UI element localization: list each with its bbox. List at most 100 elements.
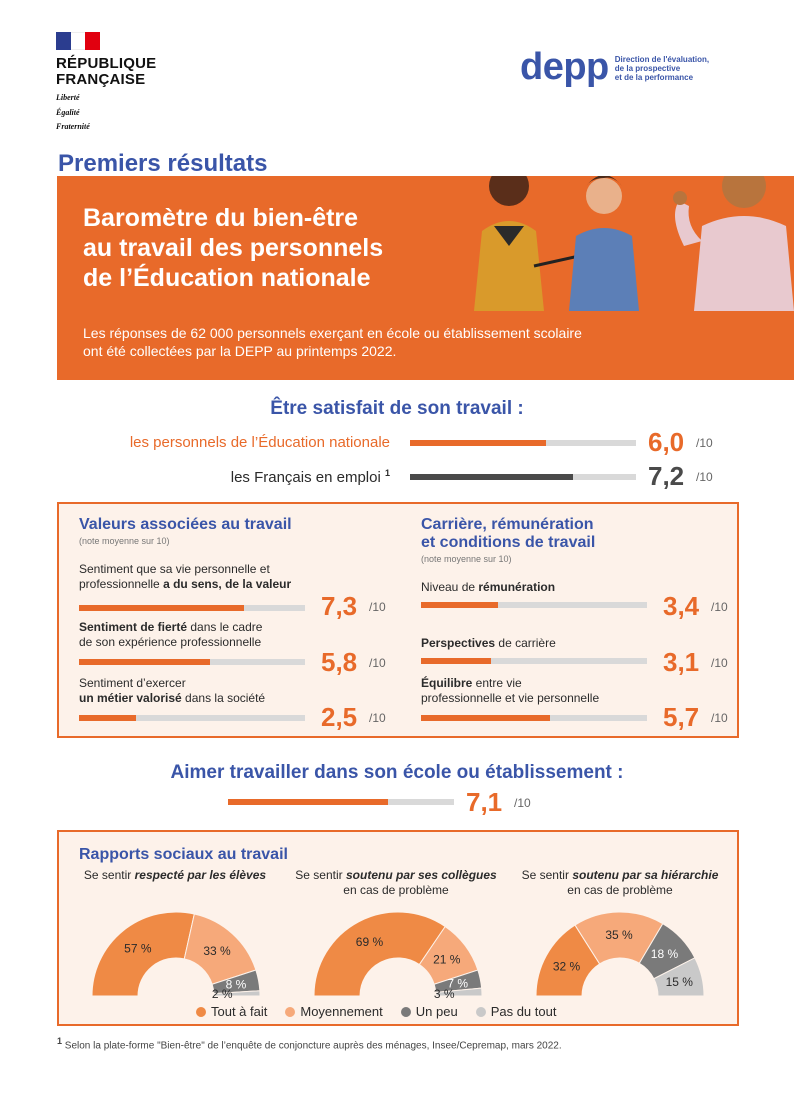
- career-unit-remuneration: /10: [711, 600, 728, 614]
- value-item-fierte: Sentiment de fierté dans le cadre de son…: [79, 620, 359, 650]
- satisfaction-bar-francais: [410, 474, 573, 480]
- banner-title-line-2: au travail des personnels: [83, 234, 384, 262]
- satisfaction-value-francais: 7,2: [648, 461, 685, 491]
- values-box-note: (note moyenne sur 10): [79, 536, 170, 546]
- social-box-title: Rapports sociaux au travail: [79, 846, 288, 863]
- footnote-marker: 1: [384, 468, 390, 478]
- value-bar-valorise: [79, 715, 136, 721]
- donut-label-moyennement: 33 %: [203, 944, 231, 958]
- career-item-equilibre-bold: Équilibre: [421, 676, 473, 690]
- value-number-valorise: 2,5: [321, 702, 358, 732]
- value-bar-fierte: [79, 659, 211, 665]
- legend-label-pas-du-tout: Pas du tout: [490, 1004, 557, 1019]
- value-item-valorise-line-2: un métier valorisé dans la société: [79, 691, 359, 706]
- donut-label-un-peu: 8 %: [226, 978, 247, 992]
- motto-liberte: Liberté: [56, 93, 80, 102]
- school-track: [228, 799, 454, 805]
- values-box-title: Valeurs associées au travail: [79, 516, 292, 533]
- donut-chart-collegues: 69 % 21 % 7 %3 %: [313, 911, 483, 1000]
- value-item-sens-line-1: Sentiment que sa vie personnelle et: [79, 562, 270, 576]
- chart-caption-hierarchie-text: Se sentir: [521, 868, 573, 882]
- banner-subtitle: Les réponses de 62 000 personnels exerça…: [83, 324, 643, 360]
- value-bar-sens: [79, 605, 244, 611]
- value-item-sens-bold: a du sens, de la valeur: [163, 577, 292, 591]
- career-track-perspectives: [421, 658, 647, 664]
- legend-label-moyennement: Moyennement: [300, 1004, 383, 1019]
- legend-dot-pas-du-tout: [475, 1006, 486, 1017]
- chart-caption-eleves-text: Se sentir: [83, 868, 135, 882]
- donut-label-moyennement: 21 %: [433, 952, 461, 966]
- footnote-number: 1: [57, 1036, 63, 1046]
- career-number-equilibre: 5,7: [663, 702, 700, 732]
- kicker-title: Premiers résultats: [58, 150, 268, 177]
- value-item-sens-line-2: professionnelle a du sens, de la valeur: [79, 577, 359, 592]
- banner-subtitle-line-2: ont été collectées par la DEPP au printe…: [83, 343, 397, 359]
- depp-logo: depp Direction de l'évaluation, de la pr…: [520, 46, 733, 88]
- legend-dot-un-peu: [400, 1006, 411, 1017]
- career-bar-remuneration: [421, 602, 498, 608]
- career-box-title-line-1: Carrière, rémunération: [421, 516, 594, 533]
- donut-segment-pas-du-tout: [213, 990, 261, 997]
- value-track-valorise: [79, 715, 305, 721]
- republic-name-line-2: FRANÇAISE: [56, 71, 146, 88]
- school-unit: /10: [514, 796, 531, 810]
- satisfaction-track-personnels: [410, 440, 636, 446]
- satisfaction-title: Être satisfait de son travail :: [270, 398, 524, 419]
- donut-segment-pas-du-tout: [653, 957, 705, 997]
- school-value: 7,1: [466, 787, 503, 817]
- chart-caption-collegues-line-2: en cas de problème: [343, 883, 449, 897]
- value-track-sens: [79, 605, 305, 611]
- chart-caption-hierarchie: Se sentir soutenu par sa hiérarchie en c…: [506, 868, 734, 898]
- value-number-sens: 7,3: [321, 591, 358, 621]
- work-values-box: Valeurs associées au travail (note moyen…: [57, 502, 739, 738]
- career-unit-perspectives: /10: [711, 656, 728, 670]
- legend-item-tout-a-fait: Tout à fait: [196, 1004, 267, 1019]
- donut-label-tout-a-fait: 69 %: [356, 935, 384, 949]
- donut-segment-tout-a-fait: [91, 911, 195, 997]
- career-item-remuneration-text: Niveau de: [421, 580, 479, 594]
- school-title: Aimer travailler dans son école ou établ…: [170, 762, 624, 783]
- satisfaction-track-francais: [410, 474, 636, 480]
- satisfaction-row-francais: les Français en emploi 1 7,2 /10: [0, 461, 794, 491]
- career-bar-equilibre: [421, 715, 550, 721]
- career-track-remuneration: [421, 602, 647, 608]
- career-item-equilibre-line-1: Équilibre entre vie: [421, 676, 701, 691]
- footnote: 1 Selon la plate-forme "Bien-être" de l’…: [57, 1036, 562, 1051]
- value-number-fierte: 5,8: [321, 647, 358, 677]
- career-bar-perspectives: [421, 658, 492, 664]
- value-item-fierte-line-2: de son expérience professionnelle: [79, 635, 262, 649]
- satisfaction-label-personnels: les personnels de l’Éducation nationale: [129, 434, 390, 451]
- value-unit-sens: /10: [369, 600, 386, 614]
- donut-label-tout-a-fait: 32 %: [553, 960, 581, 974]
- depp-desc-line-2: de la prospective: [614, 64, 681, 73]
- chart-caption-collegues-text: Se sentir: [295, 868, 346, 882]
- banner-title: Baromètre du bien-être au travail des pe…: [83, 203, 483, 293]
- career-item-equilibre-text: entre vie: [472, 676, 522, 690]
- depp-desc-line-1: Direction de l'évaluation,: [614, 55, 710, 64]
- donut-label-pas-du-tout: 15 %: [666, 975, 694, 989]
- career-item-perspectives-bold: Perspectives: [421, 636, 496, 650]
- value-track-fierte: [79, 659, 305, 665]
- career-number-perspectives: 3,1: [663, 647, 700, 677]
- donut-label-un-peu: 18 %: [651, 947, 679, 961]
- depp-wordmark: depp: [520, 46, 609, 88]
- value-item-fierte-bold: Sentiment de fierté: [79, 620, 188, 634]
- legend-item-pas-du-tout: Pas du tout: [475, 1004, 557, 1019]
- satisfaction-row-personnels: les personnels de l’Éducation nationale …: [0, 428, 794, 456]
- career-box-title-line-2: et conditions de travail: [421, 534, 596, 551]
- banner-title-line-1: Baromètre du bien-être: [83, 204, 359, 232]
- legend-label-tout-a-fait: Tout à fait: [211, 1004, 268, 1019]
- value-item-valorise-text: dans la société: [181, 691, 266, 705]
- satisfaction-label-francais-text: les Français en emploi: [230, 469, 381, 486]
- banner-title-line-3: de l’Éducation nationale: [83, 264, 371, 292]
- career-item-perspectives-text: de carrière: [495, 636, 556, 650]
- footnote-text: Selon la plate-forme "Bien-être" de l’en…: [64, 1040, 562, 1052]
- donut-segment-pas-du-tout: [435, 987, 483, 997]
- french-flag-icon: [56, 32, 101, 50]
- value-item-valorise-bold: un métier valorisé: [79, 691, 182, 705]
- career-item-equilibre-line-2: professionnelle et vie personnelle: [421, 691, 600, 705]
- satisfaction-unit-francais: /10: [696, 470, 713, 484]
- chart-caption-hierarchie-line-2: en cas de problème: [567, 883, 673, 897]
- value-item-sens-text: professionnelle: [79, 577, 164, 591]
- donut-segment-tout-a-fait: [313, 911, 446, 997]
